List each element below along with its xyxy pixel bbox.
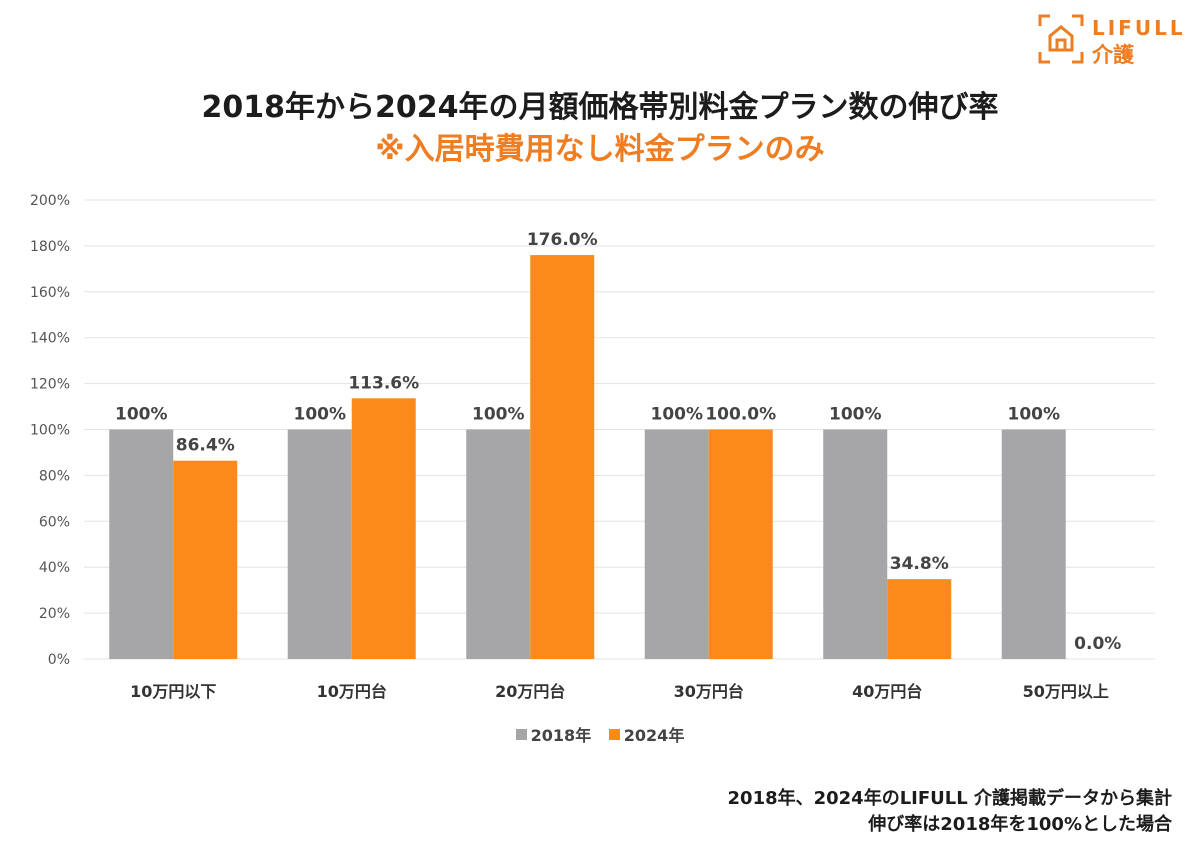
bar-2018年: [823, 429, 888, 659]
data-label: 0.0%: [1074, 634, 1121, 654]
data-label: 113.6%: [348, 373, 419, 393]
data-label: 100%: [293, 405, 346, 425]
data-label: 100.0%: [705, 405, 776, 425]
x-tick-label: 10万円以下: [130, 682, 216, 701]
legend-item-2024: 2024年: [608, 722, 685, 746]
source-note: 2018年、2024年のLIFULL 介護掲載データから集計 伸び率は2018年…: [728, 786, 1172, 838]
source-note-line-2: 伸び率は2018年を100%とした場合: [868, 814, 1172, 835]
bar-2024年: [173, 460, 238, 659]
data-label: 100%: [115, 405, 168, 425]
y-tick-label: 160%: [30, 285, 70, 301]
legend-label-2018: 2018年: [530, 726, 592, 745]
bar-2018年: [1001, 429, 1066, 659]
y-tick-label: 20%: [39, 606, 70, 622]
bar-chart: 0% 20% 40% 60% 80% 100% 120% 140% 160% 180% 200% 1…: [30, 193, 1155, 701]
y-tick-label: 180%: [30, 239, 70, 255]
logo-brand-text: LIFULL: [1092, 16, 1186, 40]
bar-2024年: [351, 398, 416, 659]
y-tick-label: 60%: [39, 514, 70, 530]
y-tick-label: 120%: [30, 377, 70, 393]
data-label: 86.4%: [176, 436, 235, 456]
x-tick-label: 30万円台: [674, 682, 744, 701]
bar-2024年: [530, 255, 595, 659]
chart-legend: 2018年 2024年: [0, 722, 1200, 746]
bar-2018年: [109, 429, 174, 659]
bar-2018年: [644, 429, 709, 659]
x-tick-label: 20万円台: [495, 682, 565, 701]
y-tick-label: 40%: [39, 560, 70, 576]
data-label: 34.8%: [890, 554, 949, 574]
y-tick-label: 0%: [48, 652, 70, 668]
grid-lines: [84, 199, 1155, 660]
logo-service-text: 介護: [1092, 43, 1134, 67]
bar-2024年: [887, 579, 952, 659]
x-tick-label: 10万円台: [317, 682, 387, 701]
data-label: 100%: [1007, 405, 1060, 425]
legend-item-2018: 2018年: [515, 722, 592, 746]
x-axis-ticks: 10万円以下 10万円台 20万円台 30万円台 40万円台 50万円以上: [130, 682, 1109, 701]
data-label: 100%: [472, 405, 525, 425]
x-tick-label: 40万円台: [852, 682, 922, 701]
legend-swatch-2024: [608, 728, 620, 740]
data-label: 100%: [650, 405, 703, 425]
legend-swatch-2018: [515, 728, 527, 740]
chart-title: 2018年から2024年の月額価格帯別料金プラン数の伸び率: [201, 90, 999, 125]
house-bracket-icon: [1038, 14, 1084, 64]
y-tick-label: 200%: [30, 193, 70, 209]
data-label: 176.0%: [527, 230, 598, 250]
y-tick-label: 80%: [39, 468, 70, 484]
y-axis-ticks: 0% 20% 40% 60% 80% 100% 120% 140% 160% 180% 200%: [30, 193, 70, 668]
chart-subtitle: ※入居時費用なし料金プランのみ: [375, 132, 825, 167]
bar-2018年: [466, 429, 531, 659]
lifull-kaigo-logo: LIFULL 介護: [1038, 14, 1188, 67]
legend-label-2024: 2024年: [623, 726, 685, 745]
x-tick-label: 50万円以上: [1023, 682, 1109, 701]
bar-2018年: [287, 429, 352, 659]
data-label: 100%: [829, 405, 882, 425]
y-tick-label: 140%: [30, 331, 70, 347]
bars: [109, 255, 1066, 659]
source-note-line-1: 2018年、2024年のLIFULL 介護掲載データから集計: [727, 788, 1172, 809]
y-tick-label: 100%: [30, 423, 70, 439]
data-labels: 100%86.4%100%113.6%100%176.0%100% 100.0% 1…: [115, 230, 1121, 654]
bar-2024年: [708, 429, 773, 659]
